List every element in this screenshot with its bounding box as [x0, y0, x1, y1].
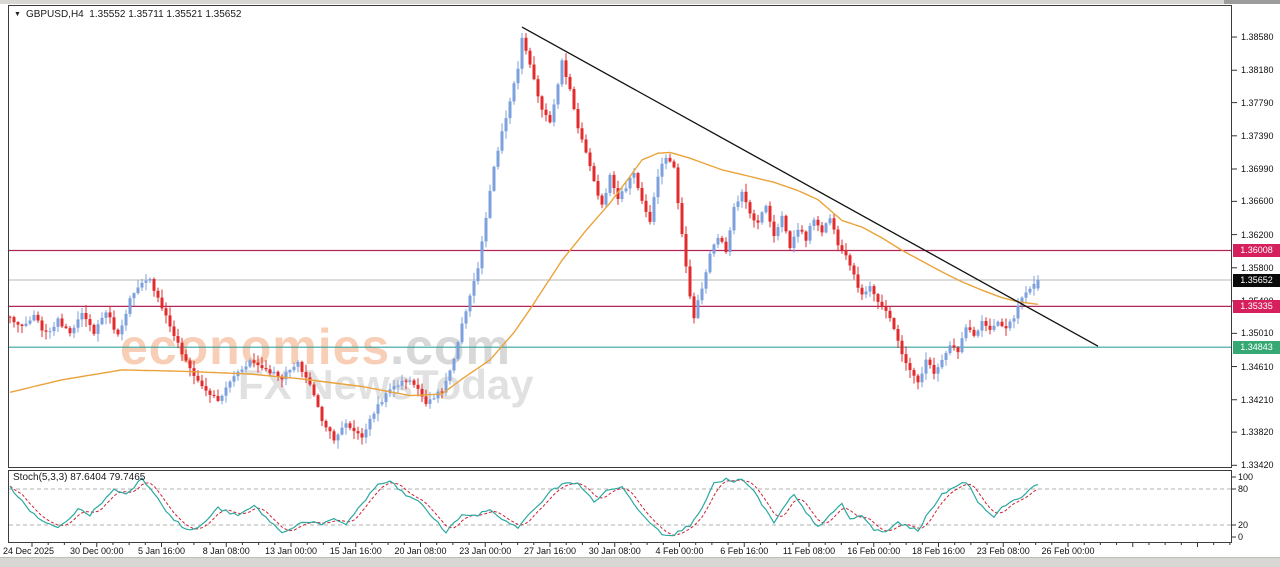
- time-axis-label: 24 Dec 2025: [3, 546, 55, 556]
- stochastic-panel[interactable]: [8, 470, 1232, 543]
- stoch-indicator-label: Stoch(5,3,3): [13, 472, 68, 483]
- price-axis-label: 1.34210: [1241, 394, 1274, 405]
- main-price-plot[interactable]: [8, 5, 1232, 468]
- price-axis-label: 1.36990: [1241, 164, 1274, 174]
- current-price-badge: 1.35652: [1233, 273, 1280, 287]
- stoch-axis-label: 80: [1238, 484, 1249, 494]
- time-axis-label: 16 Feb 00:00: [847, 546, 901, 556]
- price-axis-label: 1.33820: [1241, 427, 1274, 438]
- price-axis-label: 1.35800: [1241, 262, 1274, 273]
- time-axis-label: 30 Jan 08:00: [588, 546, 641, 556]
- price-axis-label: 1.34610: [1241, 361, 1274, 372]
- time-axis-label: 18 Feb 16:00: [911, 546, 966, 556]
- time-axis-label: 8 Jan 08:00: [202, 546, 250, 556]
- stoch-indicator-values: 87.6404 79.7465: [70, 472, 146, 483]
- stoch-axis-label: 0: [1238, 532, 1244, 542]
- price-axis-label: 1.38580: [1241, 32, 1274, 43]
- scrollbar-thumb[interactable]: [1224, 0, 1280, 4]
- time-axis-label: 4 Feb 00:00: [655, 546, 704, 556]
- price-axis-label: 1.36600: [1241, 196, 1274, 207]
- price-axis-label: 1.35010: [1241, 328, 1274, 339]
- candlesticks: [8, 32, 1040, 449]
- ohlc-values: 1.35552 1.35711 1.35521 1.35652: [89, 9, 242, 20]
- stoch-axis-label: 100: [1238, 472, 1254, 482]
- stoch-axis-label: 20: [1238, 520, 1249, 530]
- time-axis-label: 23 Jan 00:00: [459, 546, 512, 556]
- moving-average-line[interactable]: [9, 151, 1039, 397]
- stoch-indicator-header: Stoch(5,3,3) 87.6404 79.7465: [13, 472, 145, 483]
- price-axis-label: 1.37390: [1241, 130, 1274, 141]
- price-axis-label: 1.38180: [1241, 65, 1274, 76]
- horizontal-scrollbar[interactable]: [0, 0, 1280, 4]
- time-axis-label: 11 Feb 08:00: [782, 546, 836, 556]
- time-axis-label: 26 Feb 00:00: [1041, 546, 1095, 556]
- time-axis-label: 6 Feb 16:00: [720, 546, 769, 556]
- window-bottom-edge: [0, 557, 1280, 567]
- chevron-down-icon[interactable]: ▼: [14, 11, 21, 18]
- stoch-main-line: [9, 477, 1039, 537]
- price-axis-label: 1.37790: [1241, 97, 1274, 108]
- descending-trendline[interactable]: [521, 26, 1099, 347]
- time-axis-label: 27 Jan 16:00: [523, 546, 577, 556]
- time-axis-label: 23 Feb 08:00: [976, 546, 1030, 556]
- time-axis-label: 13 Jan 00:00: [264, 546, 318, 556]
- symbol-timeframe-label: GBPUSD,H4: [25, 9, 84, 20]
- level-badge-1.34843: 1.34843: [1233, 340, 1280, 354]
- time-axis-label: 20 Jan 08:00: [394, 546, 447, 556]
- symbol-ohlc-header: ▼ GBPUSD,H4 1.35552 1.35711 1.35521 1.356…: [14, 9, 241, 20]
- time-axis-label: 30 Dec 00:00: [69, 546, 124, 556]
- time-axis-label: 15 Jan 16:00: [329, 546, 382, 556]
- level-badge-1.36008: 1.36008: [1233, 244, 1280, 257]
- time-axis-label: 5 Jan 16:00: [137, 546, 186, 556]
- level-badge-1.35335: 1.35335: [1233, 299, 1280, 313]
- price-axis-label: 1.33420: [1241, 460, 1274, 471]
- price-axis-label: 1.36200: [1241, 229, 1274, 240]
